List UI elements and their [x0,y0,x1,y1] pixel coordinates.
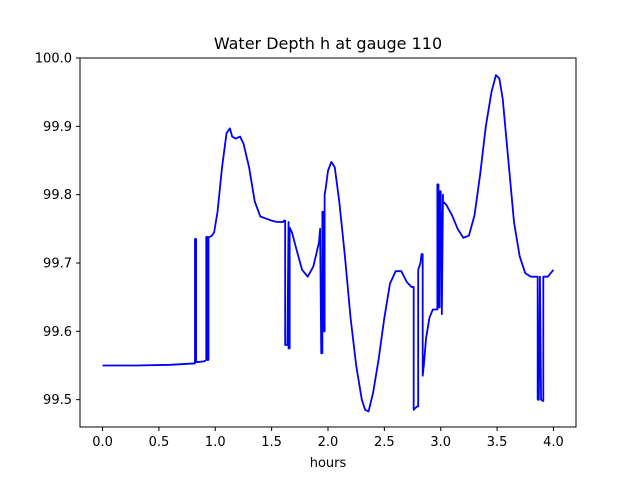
chart-title: Water Depth h at gauge 110 [214,34,442,53]
x-tick-label: 1.0 [205,435,226,450]
y-tick-label: 99.8 [43,188,72,203]
x-tick-label: 1.5 [261,435,282,450]
x-tick-label: 0.0 [92,435,113,450]
x-tick-label: 4.0 [543,435,564,450]
y-tick-label: 99.5 [43,393,72,408]
x-tick-label: 2.5 [374,435,395,450]
x-tick-label: 0.5 [149,435,170,450]
y-axis: 99.5 99.6 99.7 99.8 99.9 100.0 [35,52,80,408]
x-tick-label: 3.0 [430,435,451,450]
y-tick-label: 100.0 [35,52,72,67]
x-tick-label: 2.0 [318,435,339,450]
x-tick-label: 3.5 [487,435,508,450]
x-axis-label: hours [310,456,347,471]
x-axis: 0.0 0.5 1.0 1.5 2.0 2.5 3.0 3.5 4.0 [92,427,564,450]
y-tick-label: 99.7 [43,257,72,272]
y-tick-label: 99.6 [43,325,72,340]
plot-area [102,74,555,413]
water-depth-series-line [102,74,555,413]
y-tick-label: 99.9 [43,120,72,135]
